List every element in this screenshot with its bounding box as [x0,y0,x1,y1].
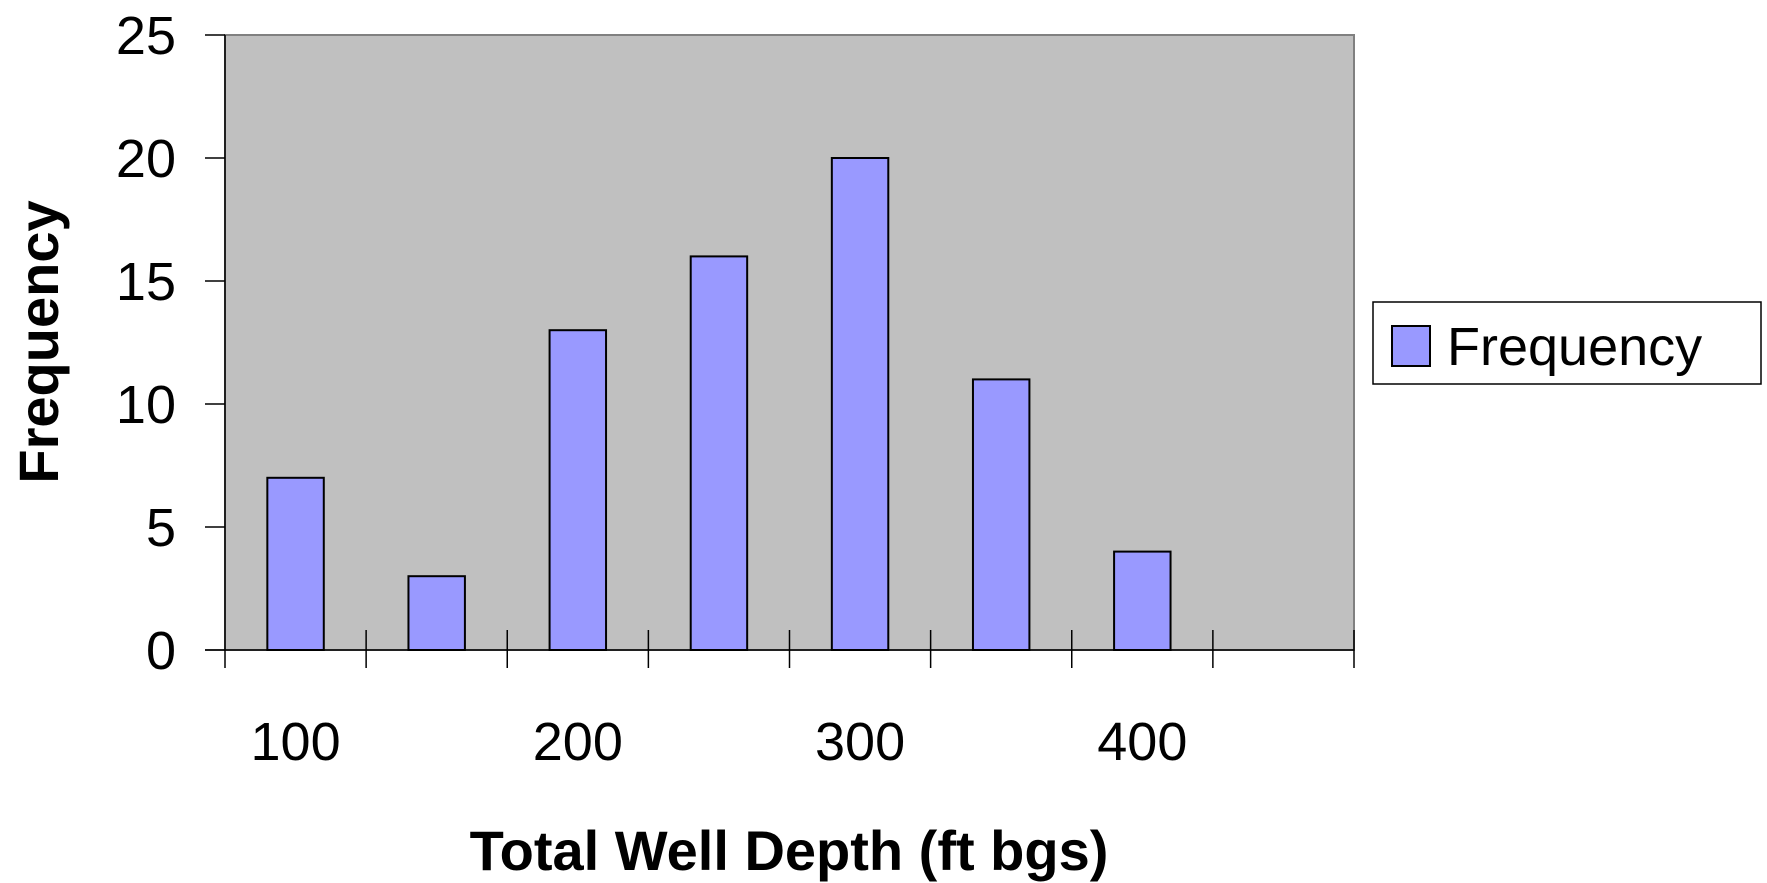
y-tick-label: 0 [146,621,176,681]
x-axis-title: Total Well Depth (ft bgs) [470,819,1109,882]
bar [1113,550,1172,651]
y-tick-label: 25 [116,6,176,66]
y-axis: 0 5 10 15 20 25 [116,6,226,681]
y-tick-label: 10 [116,375,176,435]
x-axis: 100 200 300 400 [205,630,1355,772]
x-tick-label: 200 [533,712,623,772]
bar [971,378,1031,651]
bar [689,255,749,651]
legend-box [1372,301,1762,385]
y-tick-label: 15 [116,252,176,312]
bar [266,476,325,651]
bars-group [266,157,1172,652]
bar [548,329,608,651]
plot-area [224,34,1355,651]
legend-swatch [1391,325,1431,367]
x-tick-label: 400 [1097,712,1187,772]
bar [830,157,890,651]
legend-label: Frequency [1447,317,1702,377]
x-tick-label: 300 [815,712,905,772]
legend: Frequency [1372,301,1762,385]
bar [407,575,466,652]
y-tick-label: 20 [116,129,176,189]
y-axis-title: Frequency [7,200,70,483]
x-tick-label: 100 [251,712,341,772]
y-tick-label: 5 [146,498,176,558]
